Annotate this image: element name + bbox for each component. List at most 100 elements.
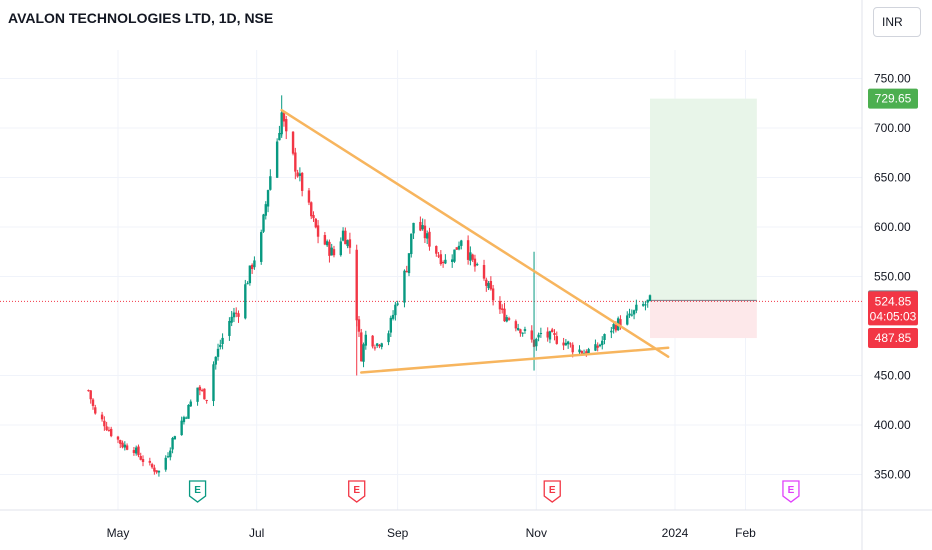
candle-body <box>285 119 288 132</box>
candle-body <box>596 345 599 348</box>
candle-body <box>537 334 540 338</box>
candle-body <box>471 254 474 260</box>
candle-body <box>246 283 249 285</box>
candle-body <box>244 284 247 319</box>
candle-body <box>553 332 556 336</box>
candle-body <box>580 350 583 354</box>
candle-body <box>373 347 377 349</box>
candle-body <box>294 152 297 172</box>
candle-body <box>648 295 652 302</box>
candle-body <box>278 132 281 141</box>
candle-body <box>310 202 313 217</box>
candle-body <box>214 356 217 365</box>
candle-body <box>614 324 618 331</box>
candle-body <box>109 428 113 437</box>
candle-body <box>155 470 158 473</box>
y-tick-label: 750.00 <box>874 72 911 86</box>
stop-zone <box>649 300 757 339</box>
y-tick-label: 350.00 <box>874 468 911 482</box>
x-tick-label: May <box>107 526 130 540</box>
candle-body <box>632 310 636 315</box>
earnings-event-marker[interactable]: E <box>348 480 366 503</box>
candle-body <box>185 417 188 419</box>
candle-body <box>189 401 192 407</box>
candle-body <box>405 270 408 273</box>
candle-body <box>316 225 320 237</box>
current-price-badge <box>868 291 918 326</box>
earnings-event-marker[interactable]: E <box>543 480 561 503</box>
event-shape <box>782 480 800 503</box>
candle-body <box>530 330 533 340</box>
candle-body <box>364 334 368 346</box>
currency-selector[interactable]: INR <box>873 7 921 37</box>
candle-body <box>323 235 327 245</box>
earnings-event-marker[interactable]: E <box>188 480 207 503</box>
candle-body <box>212 364 215 402</box>
candle-body <box>571 344 574 353</box>
event-label: E <box>788 485 795 496</box>
candle-body <box>371 335 374 347</box>
candle-body <box>476 264 479 266</box>
candle-body <box>182 417 186 423</box>
y-tick-label: 600.00 <box>874 220 911 234</box>
candle-body <box>125 445 129 450</box>
candle-body <box>507 318 511 320</box>
candle-body <box>107 429 111 431</box>
candle-body <box>100 414 104 420</box>
x-tick-label: Nov <box>526 526 547 540</box>
candle-body <box>300 172 304 191</box>
target-price-badge-text: 729.65 <box>875 92 912 106</box>
candle-body <box>380 343 383 347</box>
candle-body <box>521 332 524 334</box>
candle-body <box>237 313 240 317</box>
candle-body <box>94 407 97 414</box>
candle-body <box>221 337 224 345</box>
candle-body <box>516 327 520 330</box>
candle-body <box>439 254 443 265</box>
candle-body <box>482 264 486 279</box>
candle-body <box>491 288 495 301</box>
x-tick-label: Feb <box>735 526 756 540</box>
candle-body <box>407 253 411 274</box>
candle-body <box>266 190 270 207</box>
y-tick-label: 550.00 <box>874 270 911 284</box>
y-tick-label: 650.00 <box>874 171 911 185</box>
target-zone <box>649 98 757 301</box>
candle-body <box>230 316 233 323</box>
candle-body <box>173 436 177 440</box>
candle-body <box>196 387 199 402</box>
y-tick-label: 400.00 <box>874 418 911 432</box>
candle-body <box>360 332 363 362</box>
candle-body <box>626 315 629 325</box>
candle-body <box>585 351 588 355</box>
candle-body <box>564 342 568 346</box>
candle-body <box>105 426 108 431</box>
candle-body <box>132 450 136 453</box>
candle-body <box>166 456 170 458</box>
candle-body <box>169 450 172 458</box>
candle-body <box>457 245 461 250</box>
candle-body <box>296 172 299 177</box>
candle-body <box>275 141 279 178</box>
candle-body <box>123 444 127 448</box>
candle-body <box>562 342 565 346</box>
candle-body <box>89 390 92 400</box>
candle-body <box>153 467 156 472</box>
candle-body <box>141 459 145 462</box>
candle-body <box>455 247 458 250</box>
candle-body <box>391 314 395 319</box>
candle-body <box>630 314 634 316</box>
candle-body <box>641 304 645 306</box>
candle-body <box>566 341 570 345</box>
candle-body <box>219 344 222 348</box>
candle-body <box>619 319 622 326</box>
candle-body <box>444 259 447 264</box>
candle-body <box>121 442 124 448</box>
candle-body <box>330 247 333 256</box>
x-tick-label: Jul <box>249 526 264 540</box>
candle-body <box>187 404 190 419</box>
candle-body <box>232 312 236 318</box>
candle-body <box>578 349 581 353</box>
earnings-event-marker[interactable]: E <box>782 480 800 503</box>
